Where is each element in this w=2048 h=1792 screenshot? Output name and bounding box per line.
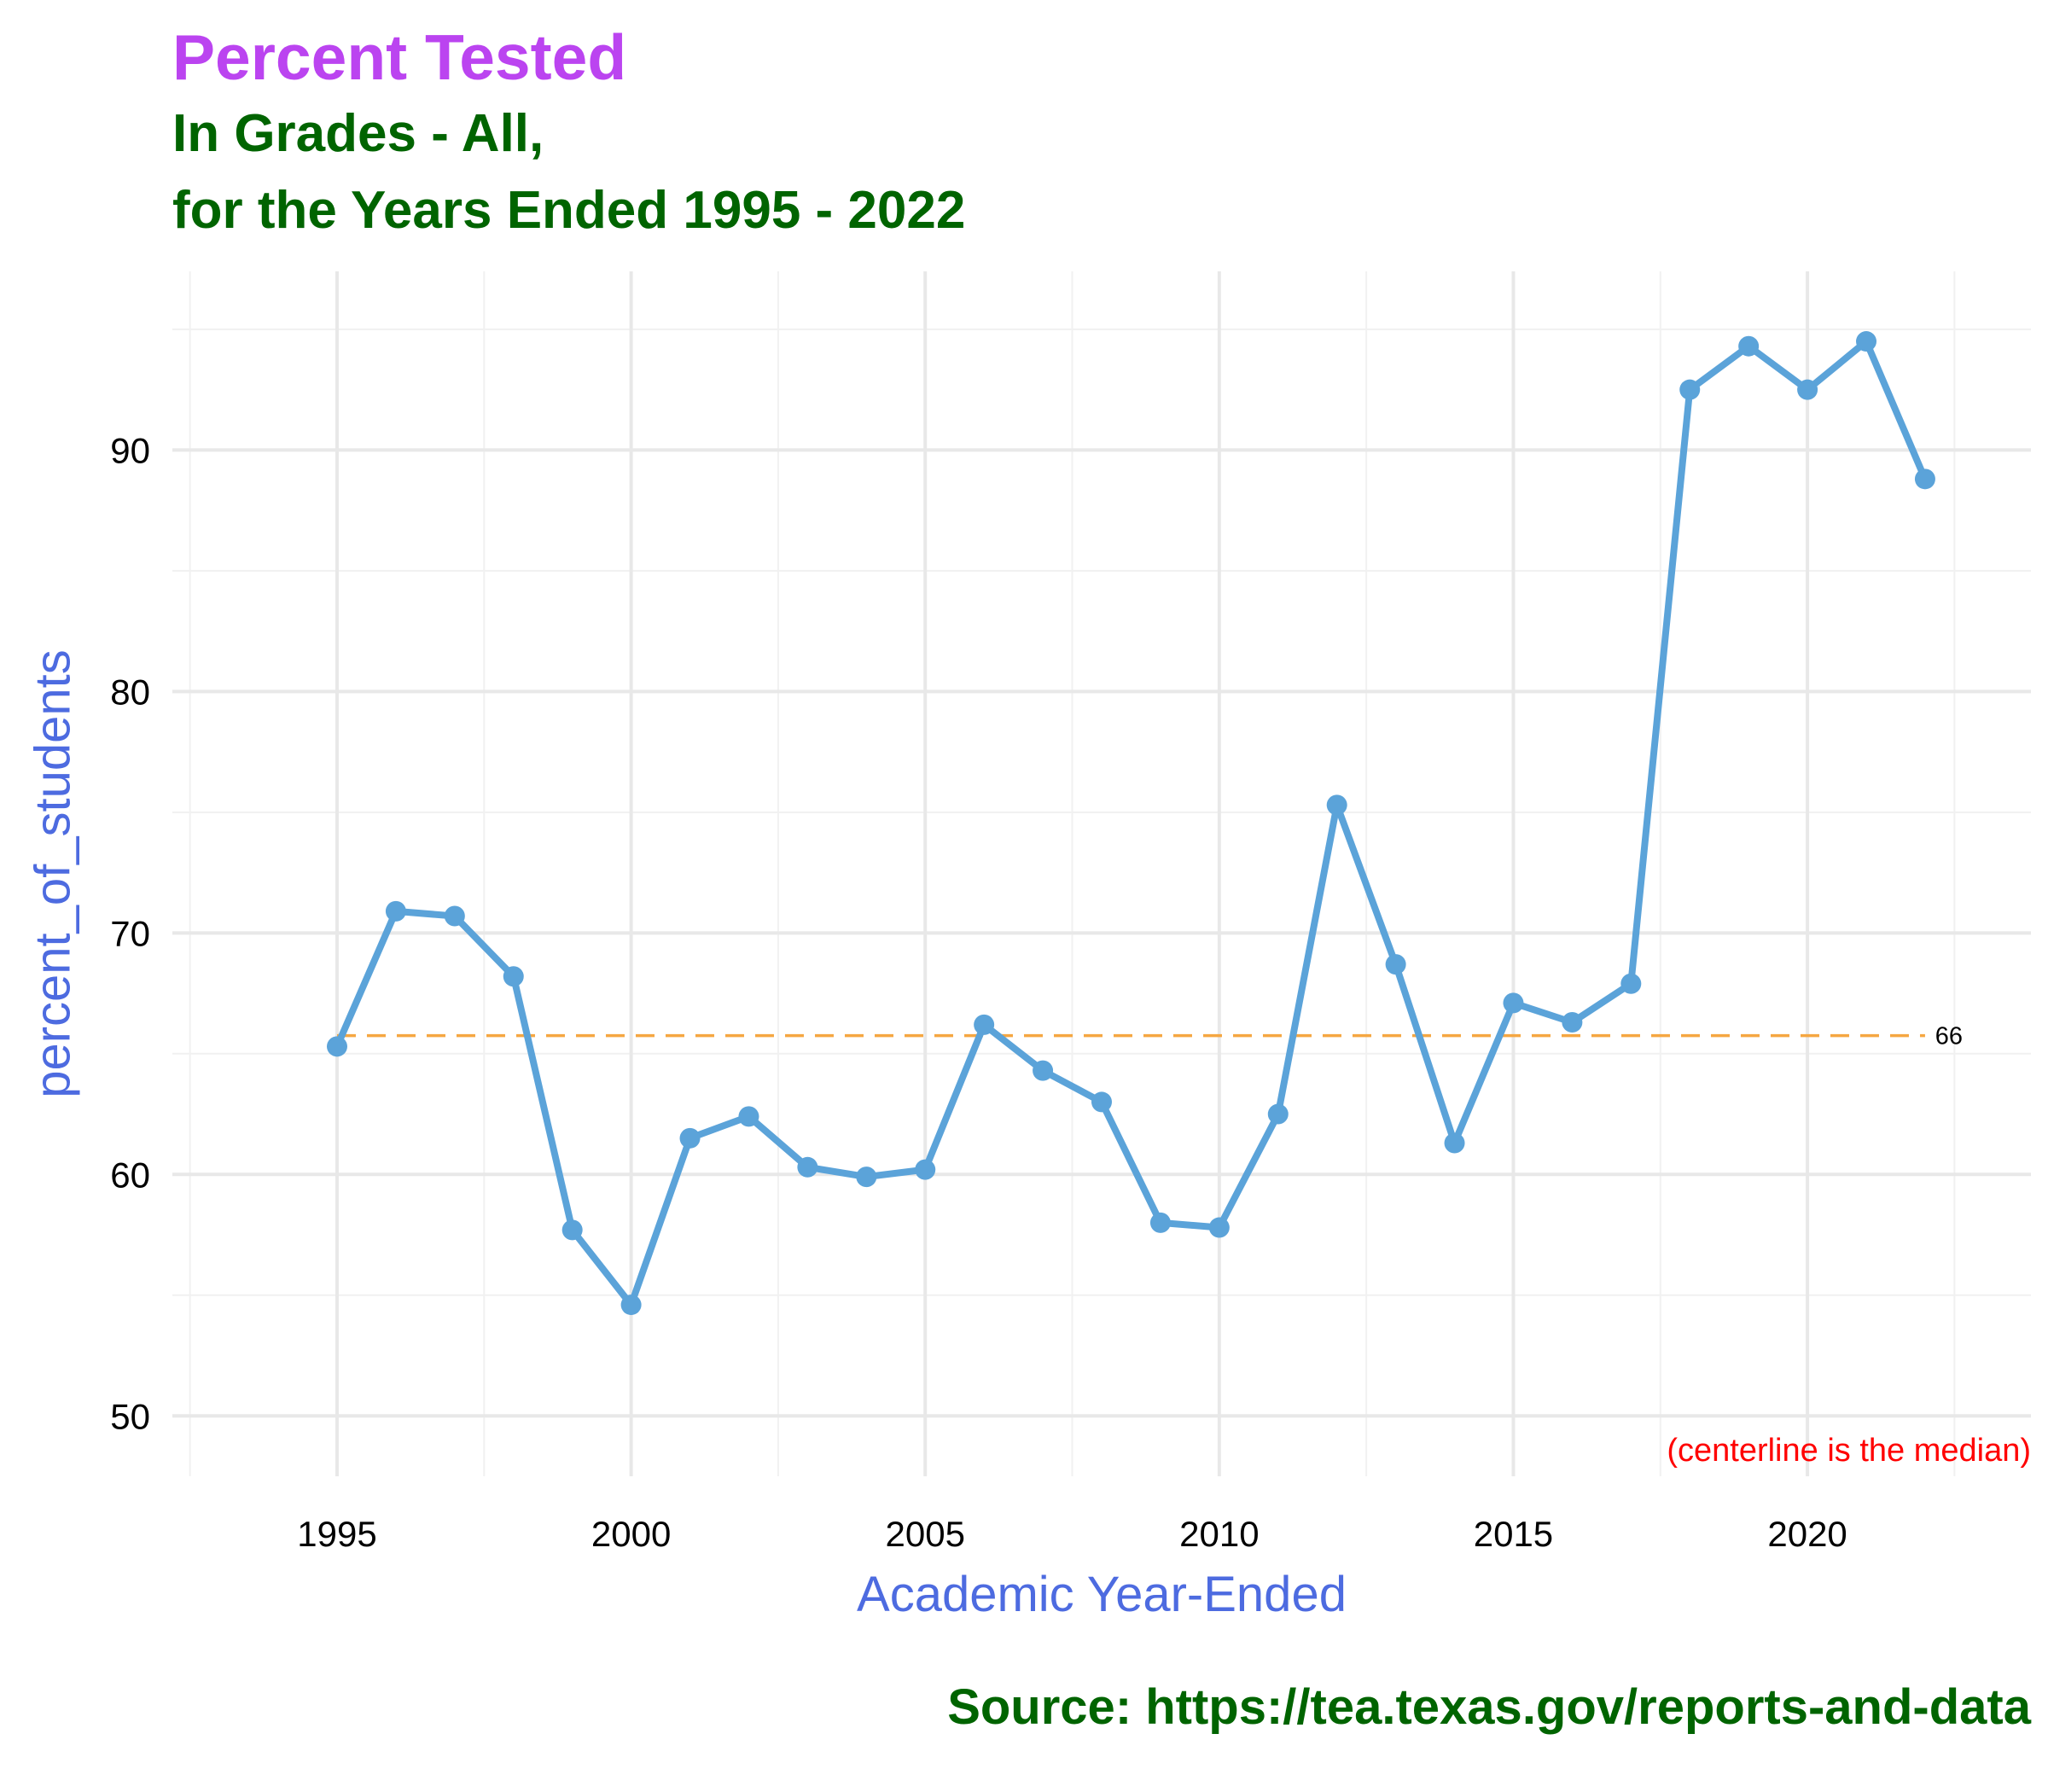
data-point-2000: [620, 1295, 642, 1316]
data-point-1998: [503, 966, 524, 987]
data-point-1997: [444, 905, 465, 927]
x-tick-label: 2020: [1767, 1514, 1847, 1554]
data-point-2011: [1267, 1103, 1289, 1125]
data-point-2001: [679, 1127, 701, 1149]
data-point-1995: [326, 1036, 347, 1057]
y-tick-label: 50: [110, 1396, 150, 1436]
median-value-label: 66: [1935, 1023, 1963, 1050]
data-point-2004: [856, 1167, 877, 1188]
y-tick-label: 70: [110, 913, 150, 953]
y-axis-title: percent_of_students: [25, 649, 80, 1098]
median-note: (centerline is the median): [1667, 1433, 2031, 1469]
data-point-2017: [1620, 973, 1642, 994]
data-point-2021: [1856, 331, 1877, 352]
tick-labels: 1995 2000 2005 2010 2015 2020 50 60 70 80 90: [110, 430, 1847, 1554]
data-point-2013: [1385, 954, 1406, 975]
data-point-2012: [1326, 794, 1347, 816]
data-point-2009: [1149, 1212, 1171, 1233]
data-point-2019: [1738, 335, 1760, 357]
y-tick-label: 80: [110, 672, 150, 712]
data-point-2007: [1033, 1060, 1054, 1081]
data-point-2016: [1562, 1012, 1583, 1033]
data-point-2015: [1503, 992, 1524, 1014]
data-point-2008: [1091, 1091, 1112, 1113]
data-point-2002: [738, 1106, 759, 1127]
chart-subtitle: In Grades - All, for the Years Ended 199…: [172, 104, 966, 240]
y-tick-label: 60: [110, 1155, 150, 1195]
data-point-2003: [797, 1156, 818, 1178]
data-point-2014: [1444, 1132, 1465, 1154]
grid: [172, 271, 2031, 1476]
x-tick-label: 1995: [297, 1514, 376, 1554]
data-point-1999: [561, 1219, 583, 1241]
source-caption: Source: https://tea.texas.gov/reports-an…: [947, 1679, 2031, 1735]
data-point-1996: [385, 900, 406, 922]
x-tick-label: 2010: [1179, 1514, 1259, 1554]
data-point-2006: [974, 1014, 995, 1035]
x-tick-label: 2000: [591, 1514, 671, 1554]
data-point-2005: [915, 1159, 936, 1180]
series-line: [334, 338, 1929, 1309]
data-point-2010: [1208, 1217, 1230, 1238]
data-point-2022: [1914, 468, 1935, 490]
x-axis-title: Academic Year-Ended: [857, 1567, 1347, 1622]
data-point-2020: [1797, 379, 1818, 400]
x-tick-label: 2005: [886, 1514, 965, 1554]
chart-title: Percent Tested: [172, 21, 627, 93]
data-point-2018: [1679, 379, 1701, 400]
series-percent-tested: [326, 331, 1935, 1316]
x-tick-label: 2015: [1474, 1514, 1553, 1554]
y-tick-label: 90: [110, 430, 150, 470]
